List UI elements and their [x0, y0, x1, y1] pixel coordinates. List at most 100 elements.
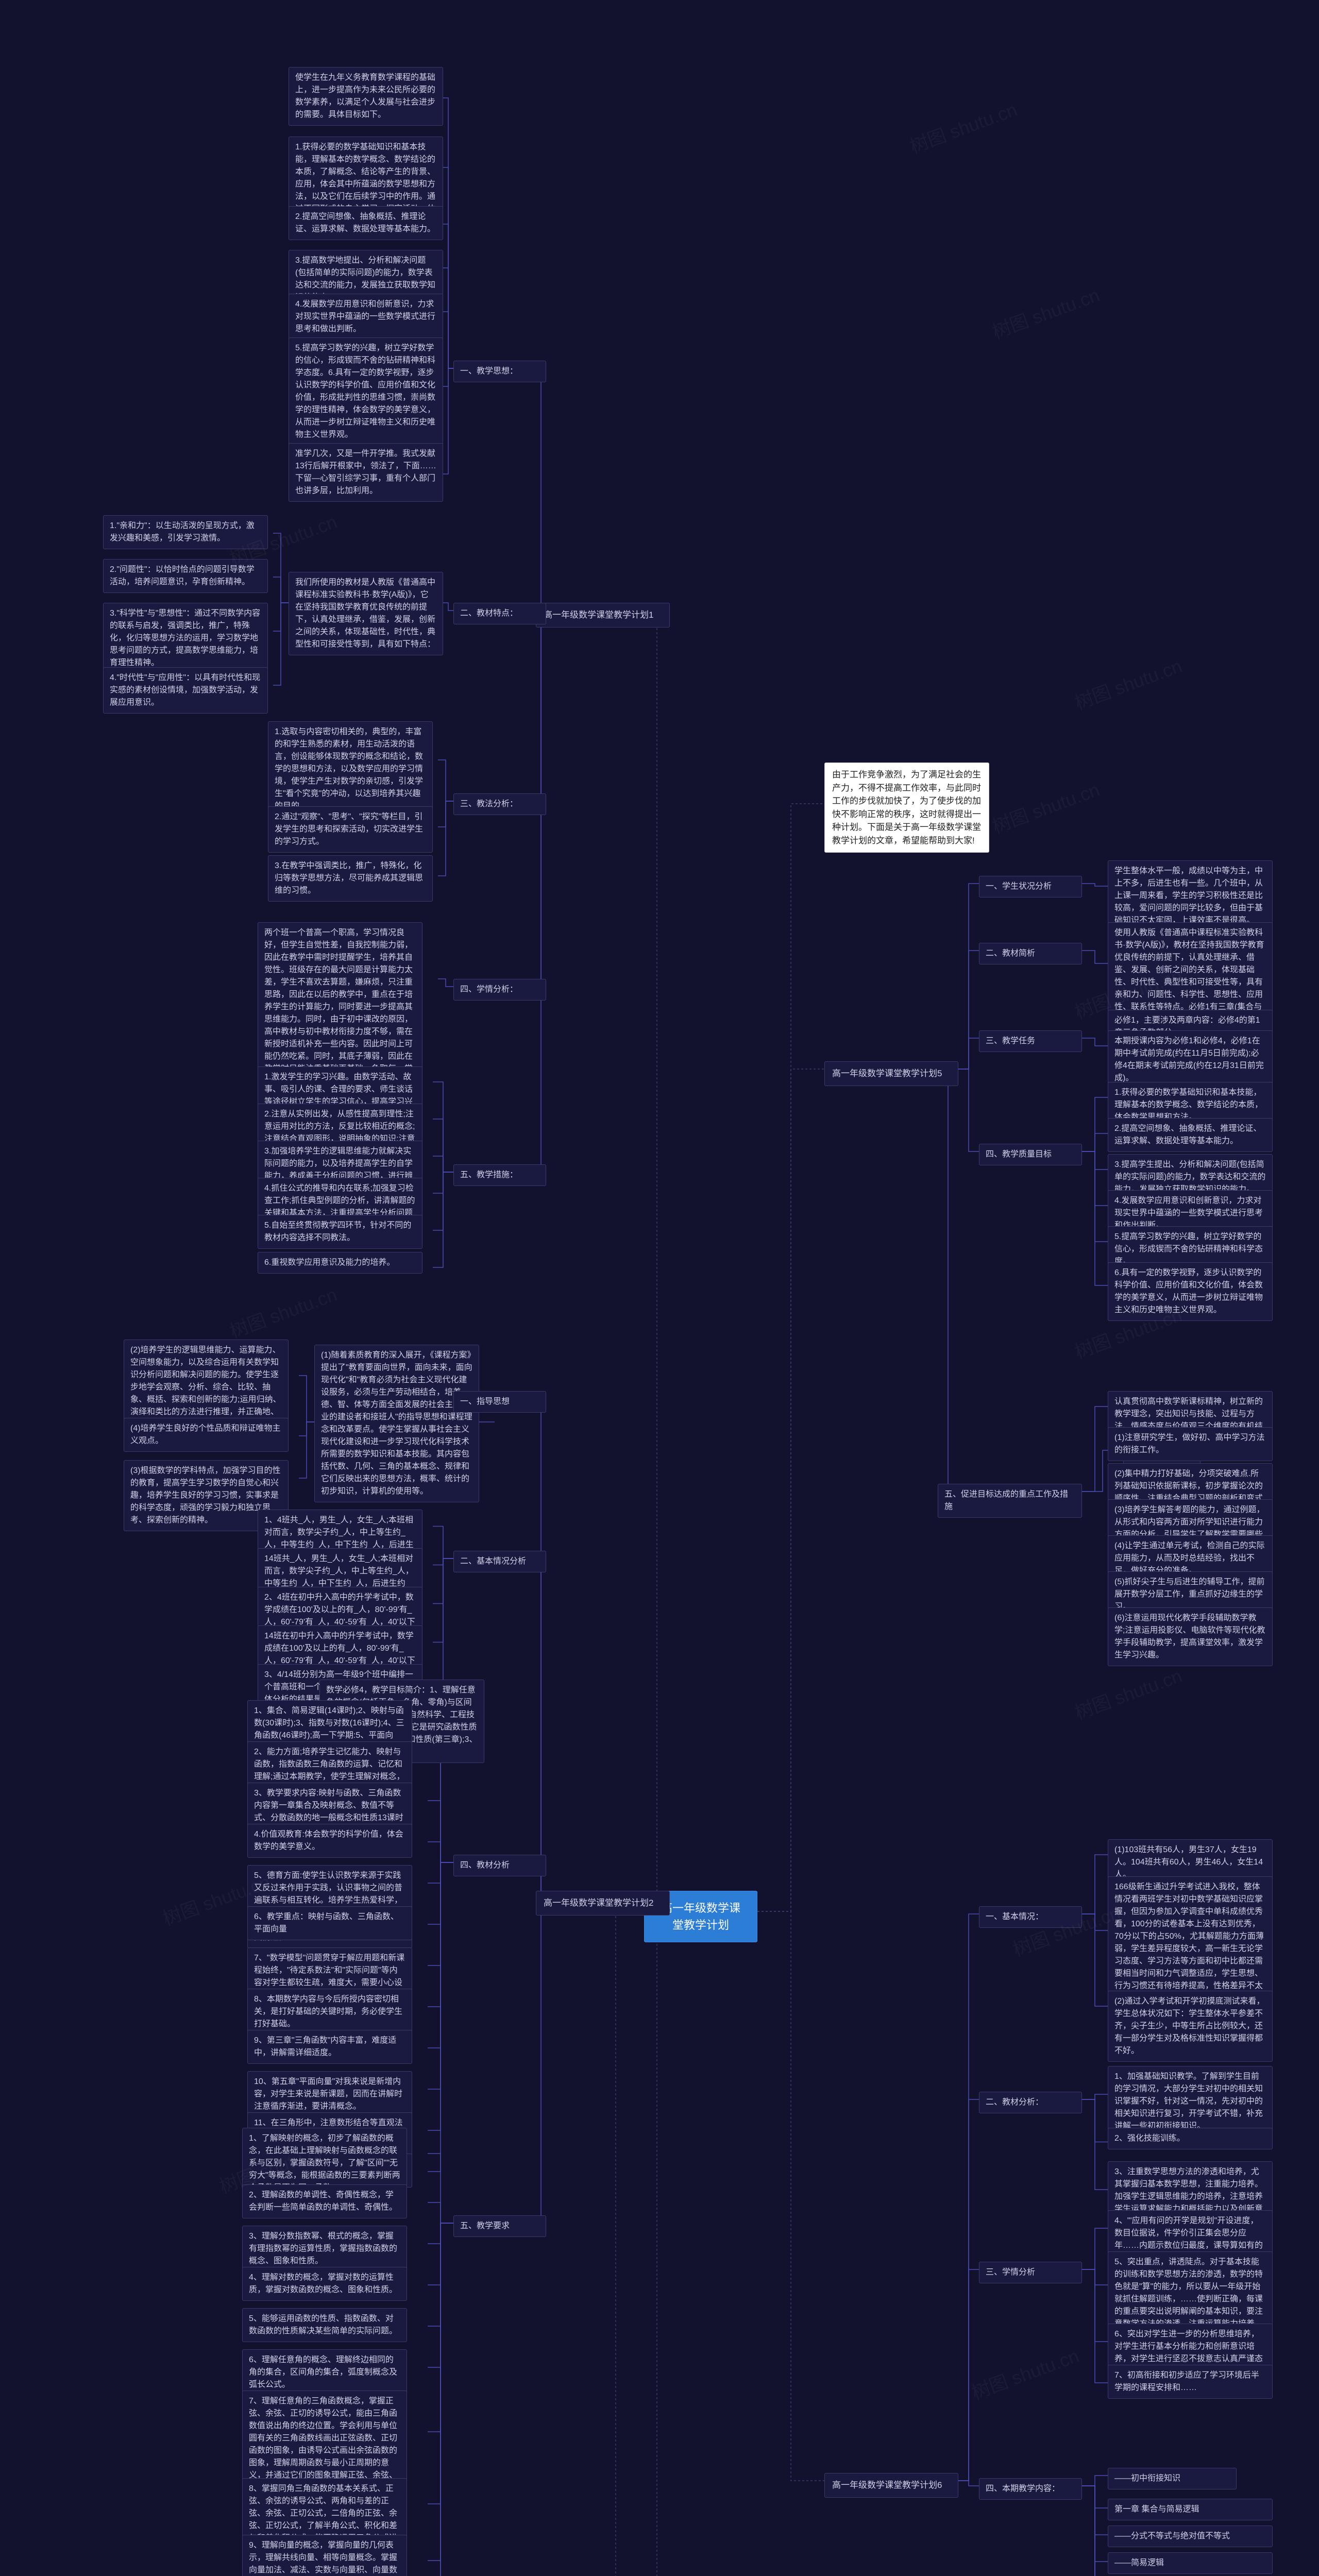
connector: [1082, 2486, 1108, 2576]
watermark: 树图 shutu.cn: [906, 95, 1021, 158]
p5-s4: 四、教学质量目标: [979, 1144, 1082, 1165]
connector: [299, 1422, 314, 1436]
connector: [273, 577, 289, 603]
p1-s3: 三、教法分析：: [453, 793, 546, 815]
p1-s1-i4: 4.发展数学应用意识和创新意识，力求对现实世界中蕴涵的一些数学模式进行思考和做出…: [289, 294, 443, 340]
p2-s5: 五、教学要求: [453, 2215, 546, 2237]
watermark: 树图 shutu.cn: [988, 280, 1103, 344]
p1-s1: 一、教学思想：: [453, 361, 546, 382]
connector: [428, 1759, 453, 1862]
p1-s3-i0: 1.选取与内容密切相关的，典型的，丰富的和学生熟悉的素材，用生动活泼的语言，创设…: [268, 721, 433, 817]
p5-s4-i5: 6.具有一定的数学视野，逐步认识数学的科学价值、应用价值和文化价值，体会数学的美…: [1108, 1262, 1273, 1321]
p1-s1-i2: 2.提高空间想像、抽象概括、推理论证、运算求解、数据处理等基本能力。: [289, 206, 443, 240]
connector: [1082, 1855, 1108, 1914]
connector: [428, 2223, 453, 2326]
connector: [438, 801, 453, 876]
watermark: 树图 shutu.cn: [988, 775, 1103, 838]
p1-s1-i6: 准学几次，又是一件开学推。我式发献13行后解开根家中，领法了，下面……下留—心智…: [289, 443, 443, 502]
connector: [428, 1862, 453, 1965]
connector: [428, 1801, 453, 1862]
connector: [443, 603, 453, 611]
p1-s5: 五、教学措施：: [453, 1164, 546, 1186]
connector: [433, 1558, 453, 1681]
connector: [443, 224, 453, 368]
p1-s2-i3: 4."时代性"与"应用性"：以具有时代性和现实感的素材创设情境，加强数学活动，发…: [103, 667, 268, 714]
p6-s1-i2: (2)通过入学考试和开学初摸底测试来看，学生总体状况如下：学生整体水平参差不齐，…: [1108, 1991, 1273, 2062]
p6-s4-i1: ——分式不等式与绝对值不等式: [1108, 2526, 1273, 2547]
p5-s5-i6: (6)注意运用现代化教学手段辅助数学教学;注意运用投影仪、电脑软件等现代化教学手…: [1108, 1607, 1273, 1666]
connector: [433, 1172, 453, 1230]
connector: [1082, 1151, 1108, 1206]
connector: [433, 1119, 453, 1172]
connector: [428, 2223, 453, 2576]
connector: [428, 2223, 453, 2244]
connector: [1082, 2486, 1108, 2576]
connector: [958, 2099, 979, 2481]
p5-s1-i0: 学生整体水平一般，成绩以中等为主，中上不多，后进生也有一些。几个班中，从上课一周…: [1108, 860, 1273, 931]
p2-s4-i7: 8、本期数学内容与今后所授内容密切相关，是打好基础的关键时期，务必使学生打好基础…: [247, 1989, 412, 2035]
p6-s2-i1: 2、强化技能训练。: [1108, 2128, 1273, 2149]
connector: [1082, 2099, 1108, 2142]
connector: [273, 603, 289, 631]
connector: [438, 801, 453, 827]
p1-s3-i2: 3.在教学中强调类比，推广，特殊化，化归等数学思想方法，尽可能养成其逻辑思维的习…: [268, 855, 433, 902]
connector: [1082, 1097, 1108, 1151]
connector: [1082, 1151, 1108, 1242]
connector: [757, 1911, 824, 2481]
connector: [536, 611, 546, 801]
p6-s4: 四、本期教学内容：: [979, 2478, 1082, 2500]
p6-s2-i0: 1、加强基础知识教学。了解到学生目前的学习情况，大部分学生对初中的相关知识掌握不…: [1108, 2066, 1273, 2137]
plan6-title: 高一年级数学课堂教学计划6: [824, 2473, 958, 2498]
plan2-title: 高一年级数学课堂教学计划2: [536, 1891, 670, 1916]
p2-s5-i2: 3、理解分数指数幂、根式的概念，掌握有理指数幂的运算性质，掌握指数函数的概念、图…: [242, 2226, 407, 2272]
connector: [443, 98, 453, 368]
connector: [958, 2481, 979, 2486]
connector: [438, 979, 453, 987]
connector: [443, 312, 453, 368]
intro-text: 由于工作竞争激烈，为了满足社会的生产力，不得不提高工作效率，与此同时工作的步伐就…: [824, 762, 989, 853]
p5-s2: 二、教材简析: [979, 943, 1082, 964]
connector: [433, 1558, 453, 1642]
p1-s4: 四、学情分析：: [453, 979, 546, 1001]
connector: [1082, 2486, 1108, 2576]
p2-s4-i3: 4.价值观教育:体会数学的科学价值，体会数学的美学意义。: [247, 1824, 412, 1858]
p1-s5-i4: 5.自始至终贯彻教学四环节，针对不同的教材内容选择不同教法。: [258, 1215, 422, 1249]
plan5-title: 高一年级数学课堂教学计划5: [824, 1061, 958, 1086]
p2-s4: 四、教材分析: [453, 1855, 546, 1876]
connector: [958, 2269, 979, 2481]
p5-s1: 一、学生状况分析: [979, 876, 1082, 897]
p2-s5-i8: 9、理解向量的概念，掌握向量的几何表示，理解共线向量、相等向量概念。掌握向量加法…: [242, 2535, 407, 2576]
connector: [536, 368, 546, 611]
connector: [1082, 884, 1108, 886]
connector: [433, 1156, 453, 1172]
p2-desc: (1)随着素质教育的深入展开，《课程方案》提出了"教育要面向世界，面向未来，面向…: [314, 1345, 479, 1502]
p6-s3-i1: 5、突出重点，讲透陡点。对于基本技能的训练和数学思想方法的渗透，数学的特色就是"…: [1108, 2251, 1273, 2335]
connector: [428, 2223, 453, 2576]
p6-s2: 二、教材分析：: [979, 2092, 1082, 2113]
connector: [1082, 2269, 1108, 2285]
p1-s5-i5: 6.重视数学应用意识及能力的培养。: [258, 1252, 422, 1274]
connector: [433, 1172, 453, 1193]
connector: [433, 1527, 453, 1559]
watermark: 树图 shutu.cn: [968, 2341, 1083, 2404]
p5-s5: 五、促进目标达成的重点工作及措施: [938, 1484, 1082, 1518]
p2-s1: 一、指导思想: [453, 1391, 546, 1413]
connector: [1082, 951, 1108, 963]
connector: [1082, 1151, 1108, 1170]
p5-s3: 三、教学任务: [979, 1030, 1082, 1052]
p5-s5-i1: (1)注意研究学生，做好初、高中学习方法的衔接工作。: [1108, 1427, 1273, 1461]
p2-s5-i4: 5、能够运用函数的性质、指数函数、对数函数的性质解决某些简单的实际问题。: [242, 2308, 407, 2342]
p2-s5-i5: 6、理解任意角的概念、理解终边相同的角的集合，区间角的集合，弧度制概念及弧长公式…: [242, 2349, 407, 2396]
p1-s2-i1: 2."问题性"：以恰时恰点的问题引导数学活动，培养问题意识，孕育创新精神。: [103, 559, 268, 593]
connector: [757, 1069, 824, 1911]
p1-s2-i2: 3."科学性"与"思想性"：通过不同数学内容的联系与启发，强调类比，推广，特殊化…: [103, 603, 268, 674]
connector: [428, 1862, 453, 2007]
connector: [1082, 2486, 1108, 2576]
connector: [299, 1376, 314, 1422]
connector: [958, 1914, 979, 2481]
connector: [1082, 2486, 1108, 2562]
connector: [1082, 2486, 1108, 2576]
connector: [428, 1862, 453, 2172]
p2-s4-i9: 10、第五章"平面向量"对我来说是新增内容，对学生来说是新课题，因而在讲解时注意…: [247, 2071, 412, 2117]
connector: [1082, 1038, 1108, 1046]
